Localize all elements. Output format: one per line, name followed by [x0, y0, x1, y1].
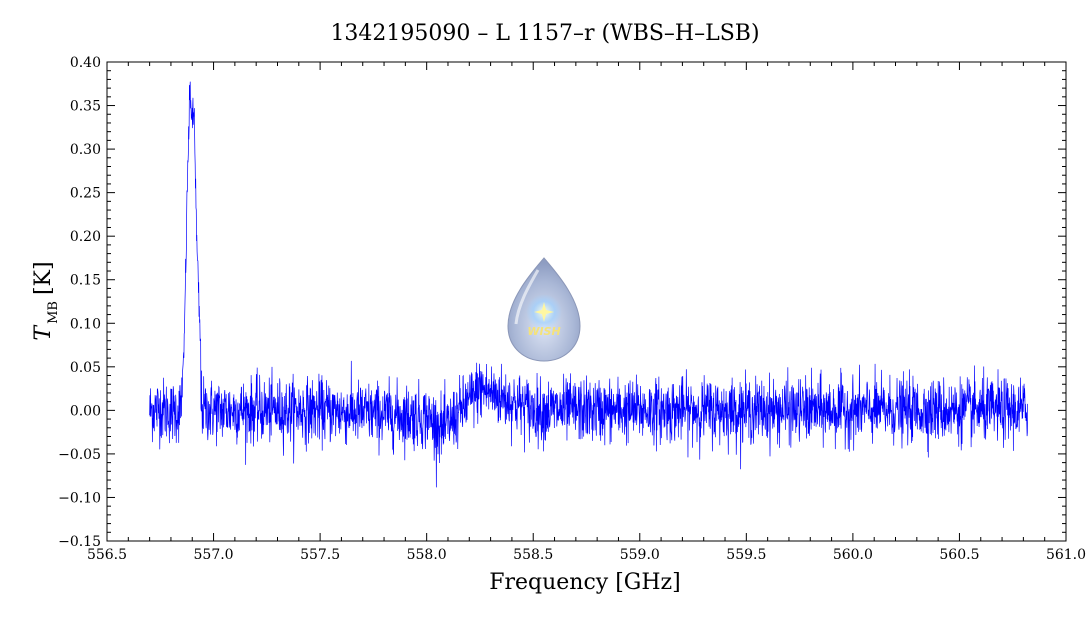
- chart-title: 1342195090 – L 1157–r (WBS–H–LSB): [330, 21, 759, 46]
- y-tick-label: 0.10: [70, 316, 101, 332]
- x-tick-label: 559.5: [726, 547, 766, 563]
- y-tick-label: 0.25: [70, 186, 101, 202]
- plot-area: [149, 81, 1028, 488]
- wish-logo: WISH: [507, 257, 581, 362]
- y-tick-label: 0.35: [70, 99, 101, 115]
- logo-text: WISH: [527, 325, 560, 338]
- y-axis: −0.15 −0.10 −0.05 0.00 0.05 0.10 0.15 0.20 0.25 0…: [58, 55, 1066, 550]
- x-tick-label: 559.0: [620, 547, 660, 563]
- x-tick-label: 556.5: [87, 547, 127, 563]
- svg-text:TMB[K]: TMB [K]: [31, 261, 61, 340]
- x-tick-label: 561.0: [1046, 547, 1086, 563]
- x-axis-label: Frequency [GHz]: [489, 570, 681, 595]
- y-axis-label-unit: [K]: [31, 261, 56, 295]
- x-tick-label: 560.0: [833, 547, 873, 563]
- y-axis-label: TMB [K]: [31, 261, 61, 340]
- y-tick-label: −0.05: [58, 447, 101, 463]
- x-tick-label: 557.5: [300, 547, 340, 563]
- spectrum-line: [149, 81, 1028, 488]
- y-tick-label: 0.15: [70, 273, 101, 289]
- y-tick-label: 0.20: [70, 229, 101, 245]
- y-tick-label: 0.05: [70, 360, 101, 376]
- plot-frame: [106, 61, 1067, 542]
- x-tick-label: 558.0: [407, 547, 447, 563]
- x-tick-label: 557.0: [194, 547, 234, 563]
- y-tick-label: −0.15: [58, 534, 101, 550]
- y-tick-label: −0.10: [58, 490, 101, 506]
- x-tick-label: 560.5: [939, 547, 979, 563]
- x-axis: 556.5 557.0 557.5 558.0 558.5 559.0 559.5 560.0…: [87, 62, 1086, 563]
- x-tick-label: 558.5: [513, 547, 553, 563]
- y-axis-label-subscript: MB: [46, 301, 61, 324]
- y-tick-label: 0.40: [70, 55, 101, 71]
- y-tick-label: 0.30: [70, 142, 101, 158]
- y-axis-label-symbol: T: [31, 324, 56, 341]
- y-tick-label: 0.00: [70, 403, 101, 419]
